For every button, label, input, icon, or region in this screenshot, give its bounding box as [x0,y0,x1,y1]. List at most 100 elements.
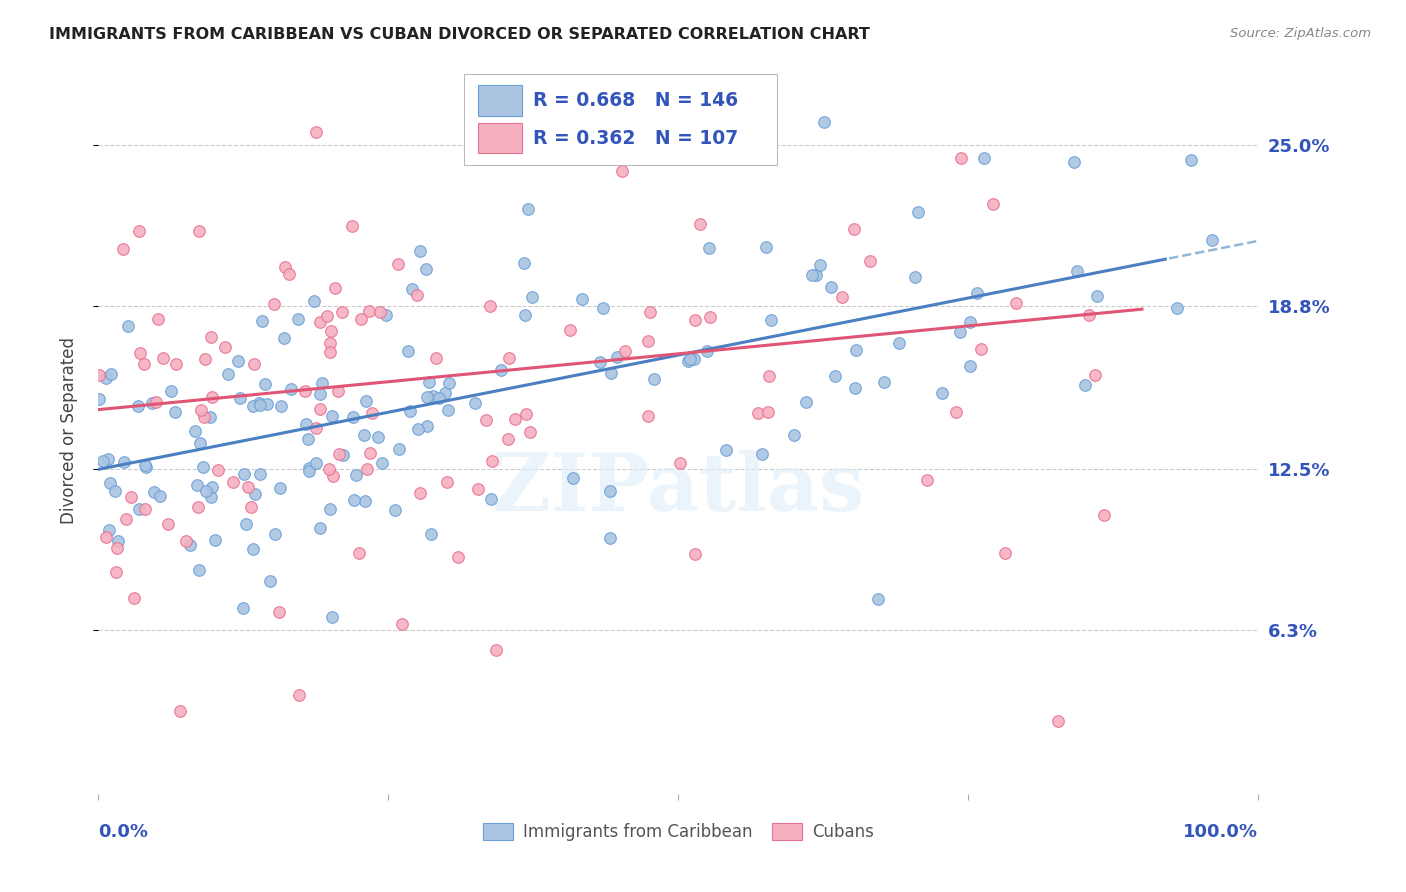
Point [398,404,420,418]
Point [188,436,211,450]
Point [120,490,142,504]
Point [638,305,661,319]
Point [973,151,995,165]
Point [104,484,127,499]
Point [226,354,249,368]
Point [214,340,236,354]
Point [436,475,458,490]
Point [374,308,396,322]
Point [98,475,121,490]
Point [330,305,353,319]
Point [1092,508,1115,522]
Point [222,475,245,489]
Point [679,351,702,366]
Point [89,368,111,382]
Point [1066,264,1088,278]
Point [321,610,343,624]
Point [699,241,721,255]
Point [190,402,212,417]
Point [588,355,610,369]
Point [783,427,806,442]
Point [315,309,337,323]
Point [357,304,380,318]
Point [342,493,364,508]
Point [128,501,150,516]
Point [966,286,988,301]
Point [288,688,311,702]
Text: Source: ZipAtlas.com: Source: ZipAtlas.com [1230,27,1371,40]
Point [600,366,623,380]
Point [319,324,342,338]
Point [1085,289,1108,303]
Point [479,491,502,506]
Point [200,490,222,504]
Point [498,351,520,365]
Point [235,517,257,532]
Text: R = 0.668   N = 146: R = 0.668 N = 146 [533,91,738,110]
Point [562,471,585,485]
Text: R = 0.362   N = 107: R = 0.362 N = 107 [533,128,738,148]
Point [249,467,271,481]
Point [368,305,391,319]
Point [238,480,260,494]
Point [112,455,135,469]
Point [406,287,429,301]
Point [1201,233,1223,247]
Point [127,399,149,413]
Point [145,394,167,409]
Point [353,427,375,442]
Point [409,244,432,258]
Point [447,550,470,565]
Point [263,297,285,311]
Point [391,616,413,631]
Point [427,391,450,405]
Point [981,197,1004,211]
Point [519,425,541,439]
Point [242,400,264,414]
Point [387,442,409,456]
Point [513,255,536,269]
Point [201,390,224,404]
Point [302,294,325,309]
Point [678,353,700,368]
Point [751,447,773,461]
Point [824,369,846,384]
Point [194,351,217,366]
Point [613,344,636,359]
Point [311,376,333,390]
Text: ZIPatlas: ZIPatlas [492,450,865,527]
Point [794,395,817,409]
Point [115,512,138,526]
Point [683,547,706,561]
Point [156,517,179,532]
Point [409,485,432,500]
Point [496,433,519,447]
Point [1166,301,1188,315]
Point [309,402,332,417]
Point [340,219,363,234]
Point [437,376,460,390]
Point [263,527,285,541]
Point [122,591,145,605]
Point [104,566,127,580]
Point [571,292,593,306]
Point [134,501,156,516]
Point [1074,378,1097,392]
Text: IMMIGRANTS FROM CARIBBEAN VS CUBAN DIVORCED OR SEPARATED CORRELATION CHART: IMMIGRANTS FROM CARIBBEAN VS CUBAN DIVOR… [49,27,870,42]
Point [479,299,502,313]
Point [873,376,896,390]
Point [184,424,207,438]
Point [309,315,332,329]
Point [273,260,295,275]
Point [866,592,889,607]
Point [907,204,929,219]
Point [422,388,444,402]
Point [350,311,373,326]
Point [94,370,117,384]
Y-axis label: Divorced or Separated: Divorced or Separated [59,337,77,524]
Point [298,464,321,478]
Point [831,290,853,304]
Point [273,331,295,345]
Point [683,351,706,366]
Point [328,384,350,398]
